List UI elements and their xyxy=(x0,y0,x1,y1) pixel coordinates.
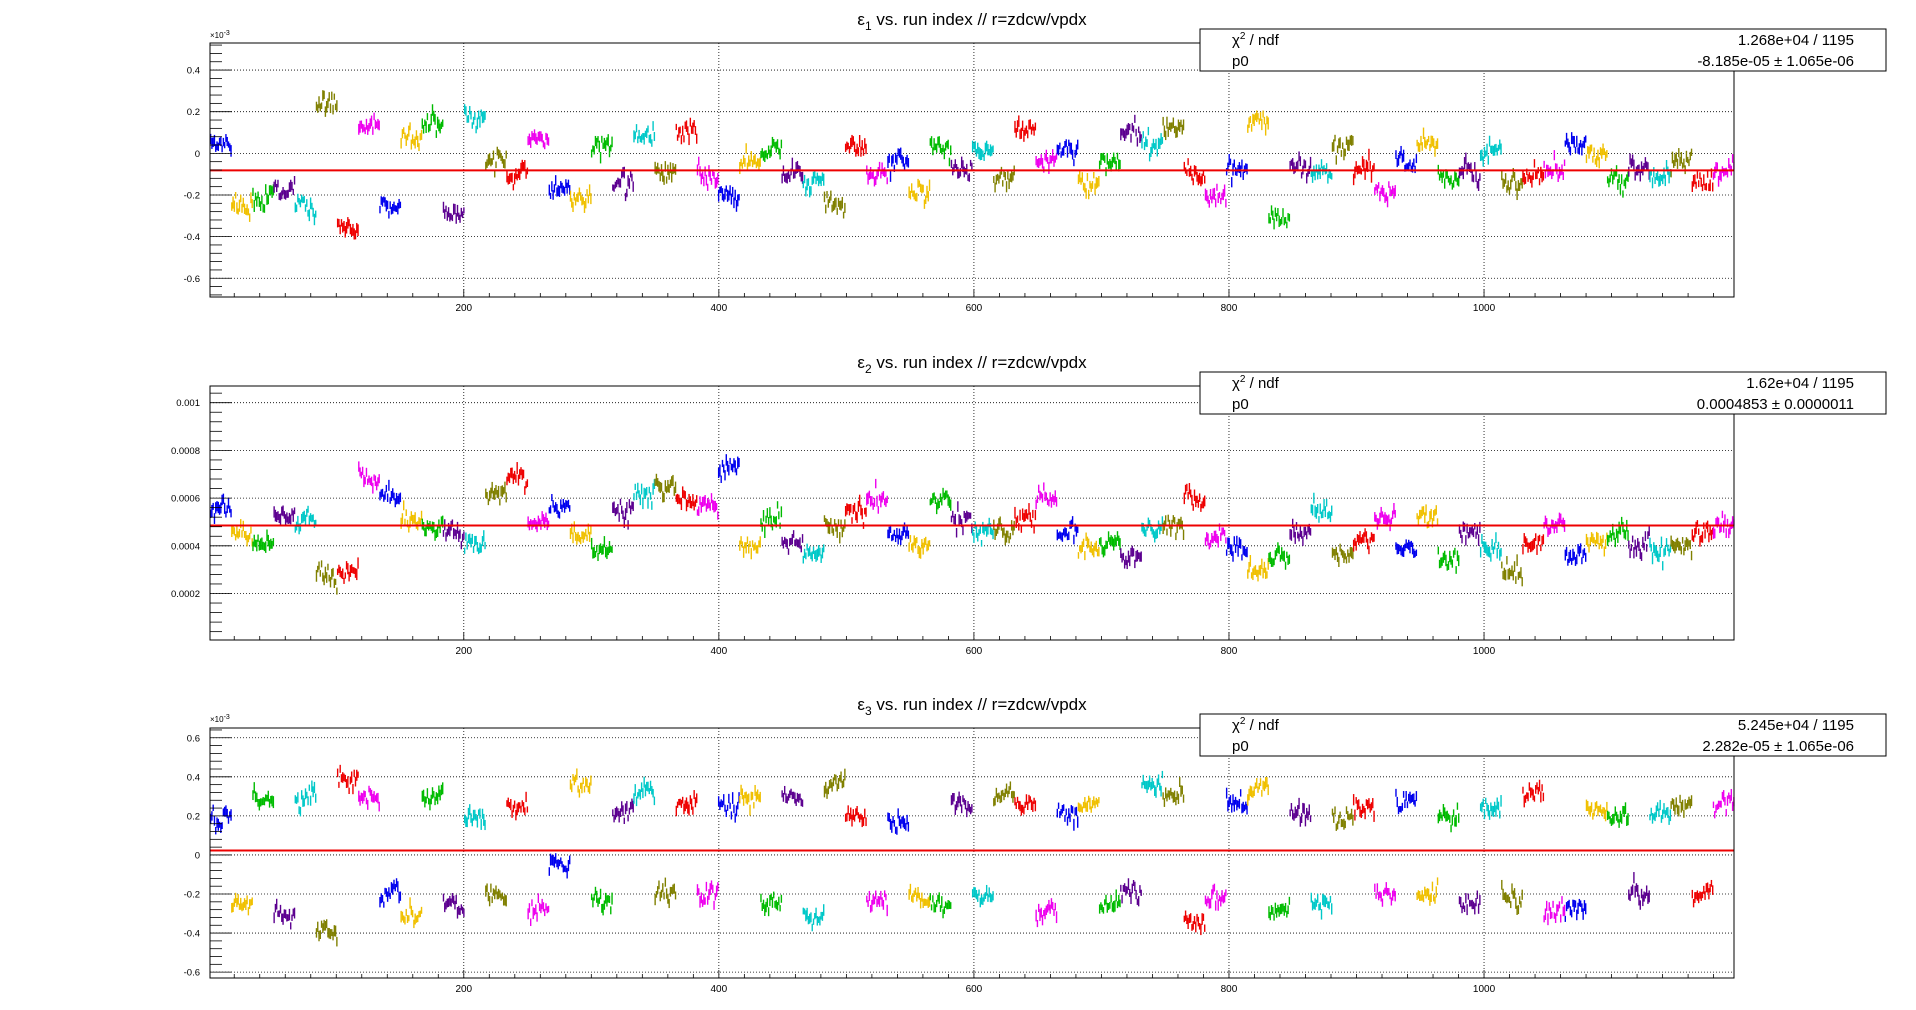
y-tick-label: -0.4 xyxy=(184,929,200,940)
y-tick-label: -0.6 xyxy=(184,274,200,285)
stats-p0-value: -8.185e-05 ± 1.065e-06 xyxy=(1697,53,1854,70)
x-tick-label: 400 xyxy=(711,646,728,657)
panel-title: ε1 vs. run index // r=zdcw/vpdx xyxy=(857,10,1087,33)
stats-chi2-value: 5.245e+04 / 1195 xyxy=(1738,717,1854,734)
stats-chi2-value: 1.62e+04 / 1195 xyxy=(1746,375,1854,392)
stats-p0-label: p0 xyxy=(1232,738,1249,755)
stats-p0-label: p0 xyxy=(1232,53,1249,70)
panel-3: ε3 vs. run index // r=zdcw/vpdx 200 400 600… xyxy=(184,695,1887,995)
data-points xyxy=(209,764,1735,947)
stats-chi2-label: χ2 / ndf xyxy=(1232,374,1280,392)
x-tick-label: 600 xyxy=(966,646,983,657)
y-exponent-label: ×10-3 xyxy=(210,30,230,40)
x-axis: 200 400 600 800 1000 xyxy=(233,632,1714,657)
panel-title: ε3 vs. run index // r=zdcw/vpdx xyxy=(857,695,1087,718)
stats-p0-value: 0.0004853 ± 0.0000011 xyxy=(1697,396,1854,413)
stats-box-frame xyxy=(1199,28,1887,72)
y-tick-label: 0.0004 xyxy=(171,541,200,552)
stats-p0-value: 2.282e-05 ± 1.065e-06 xyxy=(1702,738,1854,755)
y-tick-label: 0.0006 xyxy=(171,494,200,505)
fit-stats-box: χ2 / ndf 1.62e+04 / 1195 p0 0.0004853 ± 0.0… xyxy=(1199,371,1887,415)
x-tick-label: 800 xyxy=(1221,984,1238,995)
y-tick-label: -0.2 xyxy=(184,890,200,901)
y-axis: 0.001 0.0008 0.0006 0.0004 0.0002 xyxy=(171,392,232,633)
plot-frame xyxy=(209,385,1735,641)
y-tick-label: -0.4 xyxy=(184,232,200,243)
y-tick-label: 0.2 xyxy=(187,107,200,118)
x-tick-label: 800 xyxy=(1221,646,1238,657)
x-tick-label: 200 xyxy=(455,984,472,995)
y-tick-label: 0.4 xyxy=(187,66,200,77)
panel-1: ε1 vs. run index // r=zdcw/vpdx 200 400 600… xyxy=(184,10,1887,314)
fit-stats-box: χ2 / ndf 1.268e+04 / 1195 p0 -8.185e-05 ± 1… xyxy=(1199,28,1887,72)
data-points xyxy=(209,454,1735,595)
x-axis: 200 400 600 800 1000 xyxy=(233,970,1714,995)
x-tick-label: 400 xyxy=(711,984,728,995)
x-tick-label: 1000 xyxy=(1473,646,1496,657)
data-points xyxy=(209,90,1735,240)
y-tick-label: -0.6 xyxy=(184,968,200,979)
y-tick-label: 0.0002 xyxy=(171,589,200,600)
y-tick-label: -0.2 xyxy=(184,190,200,201)
x-axis: 200 400 600 800 1000 xyxy=(233,289,1714,314)
y-axis: 0.4 0.2 0 -0.2 -0.4 -0.6 xyxy=(184,44,232,296)
y-tick-label: 0.0008 xyxy=(171,446,200,457)
y-tick-label: 0.2 xyxy=(187,811,200,822)
x-tick-label: 200 xyxy=(455,303,472,314)
x-tick-label: 600 xyxy=(966,984,983,995)
stats-box-frame xyxy=(1199,713,1887,757)
plot-frame xyxy=(209,727,1735,979)
stats-p0-label: p0 xyxy=(1232,396,1249,413)
stats-box-frame xyxy=(1199,371,1887,415)
y-tick-label: 0.6 xyxy=(187,733,200,744)
y-axis: 0.6 0.4 0.2 0 -0.2 -0.4 -0.6 xyxy=(184,729,232,979)
x-tick-label: 800 xyxy=(1221,303,1238,314)
y-exponent-label: ×10-3 xyxy=(210,714,230,724)
x-tick-label: 600 xyxy=(966,303,983,314)
y-tick-label: 0 xyxy=(195,149,200,160)
y-tick-label: 0.001 xyxy=(176,398,200,409)
panel-title: ε2 vs. run index // r=zdcw/vpdx xyxy=(857,353,1087,376)
y-tick-label: 0 xyxy=(195,850,200,861)
stats-chi2-label: χ2 / ndf xyxy=(1232,716,1280,734)
x-tick-label: 1000 xyxy=(1473,984,1496,995)
y-tick-label: 0.4 xyxy=(187,772,200,783)
x-tick-label: 200 xyxy=(455,646,472,657)
stats-chi2-value: 1.268e+04 / 1195 xyxy=(1738,32,1854,49)
x-tick-label: 1000 xyxy=(1473,303,1496,314)
fit-stats-box: χ2 / ndf 5.245e+04 / 1195 p0 2.282e-05 ± 1.… xyxy=(1199,713,1887,757)
panel-2: ε2 vs. run index // r=zdcw/vpdx 200 400 600… xyxy=(171,353,1887,657)
stats-chi2-label: χ2 / ndf xyxy=(1232,31,1280,49)
x-tick-label: 400 xyxy=(711,303,728,314)
